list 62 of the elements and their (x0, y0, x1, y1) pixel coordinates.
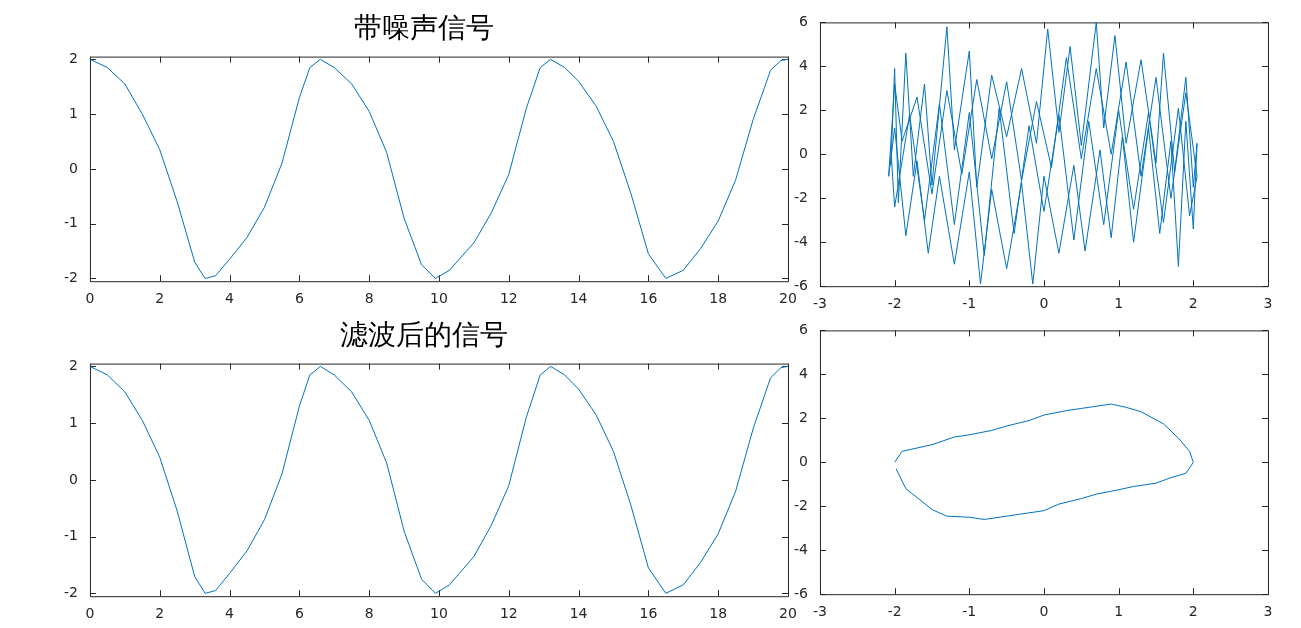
x-tick-label: 8 (364, 605, 374, 622)
x-tick-label: 18 (709, 290, 728, 307)
x-tick-label: 3 (1263, 295, 1273, 312)
y-tick-label: -4 (793, 232, 809, 249)
x-tick-label: 1 (1114, 295, 1124, 312)
x-tick-label: 2 (155, 605, 165, 622)
x-tick-label: 6 (294, 605, 304, 622)
x-tick-label: 16 (639, 290, 658, 307)
x-tick-label: -2 (887, 603, 902, 620)
y-tick-label: 6 (799, 13, 809, 30)
x-tick-label: -2 (887, 295, 902, 312)
x-tick-label: 0 (1039, 295, 1049, 312)
x-tick-label: 18 (709, 605, 728, 622)
x-tick-label: 0 (1039, 603, 1049, 620)
chart-title: 滤波后的信号 (340, 318, 508, 352)
x-tick-label: 20 (779, 605, 797, 622)
y-tick-label: 4 (799, 57, 809, 74)
y-tick-label: 0 (69, 470, 78, 487)
x-tick-label: 2 (1188, 603, 1198, 620)
x-tick-label: 3 (1263, 603, 1273, 620)
y-tick-label: -1 (63, 214, 78, 231)
x-tick-label: -1 (962, 295, 977, 312)
chart-title: 带噪声信号 (354, 11, 494, 45)
y-tick-label: -6 (793, 584, 809, 601)
y-tick-label: -2 (793, 188, 808, 205)
y-tick-label: -6 (793, 276, 809, 293)
x-tick-label: 20 (779, 290, 797, 307)
y-tick-label: -4 (793, 540, 809, 557)
x-tick-label: 0 (85, 605, 95, 622)
y-tick-label: 0 (799, 144, 808, 161)
x-tick-label: 6 (294, 290, 304, 307)
y-tick-label: 2 (799, 408, 808, 425)
y-tick-label: 0 (69, 159, 78, 176)
x-tick-label: 2 (1188, 295, 1198, 312)
y-tick-label: -2 (63, 269, 78, 286)
y-tick-label: 4 (799, 365, 809, 382)
x-tick-label: -3 (812, 603, 827, 620)
y-tick-label: -2 (63, 584, 78, 600)
x-tick-label: 0 (85, 290, 95, 307)
y-tick-label: -1 (63, 527, 78, 544)
y-tick-label: 6 (799, 321, 809, 338)
x-tick-label: 16 (639, 605, 658, 622)
y-tick-label: 0 (799, 452, 808, 469)
x-tick-label: 1 (1114, 603, 1124, 620)
y-tick-label: 2 (69, 49, 78, 66)
y-tick-label: 1 (69, 104, 78, 121)
x-tick-label: 12 (499, 290, 518, 307)
y-tick-label: 2 (69, 357, 78, 374)
x-tick-label: -3 (812, 295, 827, 312)
x-tick-label: 10 (430, 605, 448, 622)
x-tick-label: 12 (499, 605, 518, 622)
x-tick-label: -1 (962, 603, 977, 620)
x-tick-label: 4 (225, 290, 235, 307)
x-tick-label: 8 (364, 290, 374, 307)
y-tick-label: 2 (799, 100, 808, 117)
x-tick-label: 10 (430, 290, 448, 307)
x-tick-label: 4 (225, 605, 235, 622)
x-tick-label: 14 (569, 605, 588, 622)
y-tick-label: 1 (69, 413, 78, 430)
x-tick-label: 14 (569, 290, 588, 307)
x-tick-label: 2 (155, 290, 165, 307)
y-tick-label: -2 (793, 496, 808, 513)
